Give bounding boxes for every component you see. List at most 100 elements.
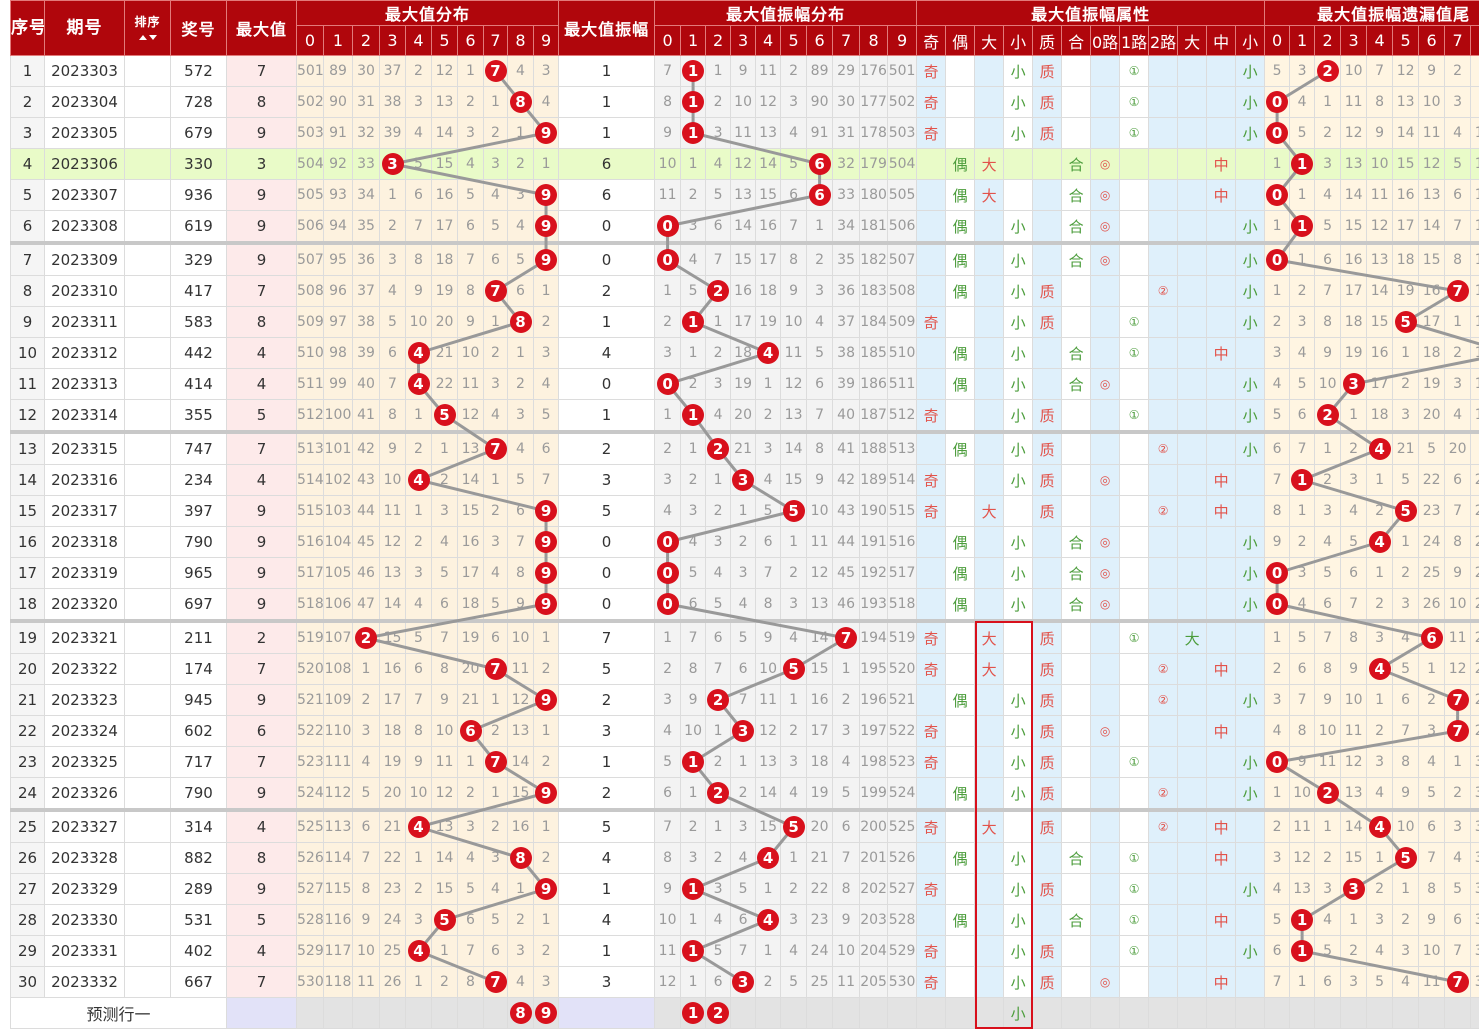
predict-attr-cell[interactable]: 小 [1003, 997, 1034, 1029]
predict-attr-cell[interactable] [1119, 997, 1150, 1029]
predict-amp-cell[interactable] [755, 997, 782, 1029]
predict-tail-cell[interactable] [1366, 997, 1394, 1029]
dist-miss: 38 [357, 314, 375, 330]
predict-dist-cell[interactable] [431, 997, 458, 1029]
dist-miss: 37 [357, 283, 375, 299]
predict-tail-cell[interactable] [1444, 997, 1472, 1029]
predict-dist-cell[interactable] [405, 997, 432, 1029]
sort-icon[interactable] [126, 30, 170, 44]
predict-dist-cell[interactable]: 9 [532, 997, 560, 1029]
predict-dist-cell[interactable] [323, 997, 353, 1029]
tail-cell: 10 [1289, 777, 1316, 811]
tail-ball: 0 [1266, 249, 1289, 271]
predict-tail-cell[interactable] [1418, 997, 1446, 1029]
amp-cell: 3 [780, 904, 808, 936]
amp-cell: 201 [859, 842, 889, 874]
header-seq: 序号 [10, 0, 45, 56]
tail-cell: 6 [1418, 619, 1446, 654]
predict-tail-cell[interactable] [1289, 997, 1316, 1029]
dist-cell: 2 [532, 653, 560, 685]
attr-cell: 小 [1003, 966, 1034, 998]
predict-amp-ball[interactable]: 2 [707, 1002, 730, 1024]
row-prize: 602 [170, 715, 227, 747]
dist-miss: 9 [466, 314, 475, 330]
predict-amp-cell[interactable] [832, 997, 861, 1029]
row-prize: 728 [170, 86, 227, 118]
dist-cell: 1 [483, 464, 508, 496]
attr-cell: 小 [1003, 117, 1034, 149]
predict-dist-cell[interactable] [483, 997, 508, 1029]
predict-dist-cell[interactable]: 8 [507, 997, 534, 1029]
table-row: 28 2023330 531 5 528 116 9 24 3 5 6 5 2 1 4 10 1 4 6 4 3 23 9 2… [10, 904, 1479, 936]
predict-amp-cell[interactable] [806, 997, 834, 1029]
attr-cell [916, 368, 947, 400]
predict-tail-cell[interactable] [1340, 997, 1368, 1029]
predict-attr-cell[interactable] [945, 997, 976, 1029]
dist-cell: 4 [405, 117, 432, 149]
attr-cell [1061, 86, 1092, 118]
dist-cell: 524 [296, 777, 324, 811]
attr-cell [1148, 873, 1179, 905]
dist-cell: 7 [483, 430, 508, 465]
predict-attr-cell[interactable] [1032, 997, 1063, 1029]
predict-attr-cell[interactable] [1061, 997, 1092, 1029]
row-prize: 211 [170, 619, 227, 654]
tail-cell: 2 [1444, 777, 1472, 811]
amp-miss: 3 [763, 441, 773, 457]
predict-amp-cell[interactable] [780, 997, 808, 1029]
tail-miss: 2 [1323, 472, 1333, 488]
predict-tail-cell[interactable] [1314, 997, 1342, 1029]
row-issue: 2023328 [44, 842, 125, 874]
row-prize: 414 [170, 368, 227, 400]
attr-cell: 小 [1003, 842, 1034, 874]
predict-amp-cell[interactable] [859, 997, 889, 1029]
predict-attr-cell[interactable] [1148, 997, 1179, 1029]
dist-miss: 2 [361, 692, 371, 708]
predict-amp-cell[interactable] [887, 997, 918, 1029]
predict-attr-cell[interactable] [974, 997, 1005, 1029]
predict-dist-cell[interactable] [457, 997, 484, 1029]
amp-cell: 2 [780, 55, 808, 87]
amp-cell: 511 [887, 368, 918, 400]
tail-cell: 3 [1392, 588, 1420, 622]
predict-max-ball[interactable]: 9 [535, 1002, 558, 1024]
amp-ball: 3 [732, 720, 755, 742]
predict-amp-cell[interactable]: 2 [705, 997, 732, 1029]
predict-tail-cell[interactable] [1470, 997, 1479, 1029]
attr-cell [1235, 179, 1266, 211]
predict-attr-cell[interactable] [1090, 997, 1121, 1029]
tail-miss: 17 [1422, 314, 1441, 330]
dist-miss: 14 [511, 754, 530, 770]
dist-miss: 9 [414, 283, 423, 299]
predict-dist-cell[interactable] [379, 997, 406, 1029]
attr-cell: 小 [1003, 904, 1034, 936]
predict-amp-cell[interactable] [654, 997, 682, 1029]
attr-cell [1061, 430, 1092, 465]
dist-cell: 20 [379, 777, 406, 811]
tail-cell: 3 [1314, 495, 1342, 527]
predict-tail-cell[interactable] [1392, 997, 1420, 1029]
predict-amp-cell[interactable]: 1 [680, 997, 707, 1029]
amp-cell: 196 [859, 684, 889, 716]
dist-miss: 107 [324, 630, 352, 646]
amp-miss: 9 [738, 63, 748, 79]
predict-tail-cell[interactable] [1264, 997, 1291, 1029]
attr-cell: ◎ [1090, 557, 1121, 589]
sort-button[interactable]: 排序 [124, 0, 171, 56]
dist-miss: 2 [388, 218, 397, 234]
predict-attr-cell[interactable] [1206, 997, 1237, 1029]
predict-max-ball[interactable]: 8 [509, 1002, 532, 1024]
predict-dist-cell[interactable] [352, 997, 380, 1029]
predict-amp-cell[interactable] [730, 997, 757, 1029]
dist-miss: 511 [297, 376, 324, 392]
row-issue: 2023310 [44, 275, 125, 307]
dist-cell: 511 [296, 368, 324, 400]
predict-attr-cell[interactable] [1235, 997, 1266, 1029]
row-sort-spacer [124, 210, 171, 244]
tail-miss: 3 [1401, 407, 1411, 423]
amp-cell: 183 [859, 275, 889, 307]
predict-dist-cell[interactable] [296, 997, 324, 1029]
predict-attr-cell[interactable] [1177, 997, 1208, 1029]
predict-amp-ball[interactable]: 1 [682, 1002, 705, 1024]
predict-attr-cell[interactable] [916, 997, 947, 1029]
